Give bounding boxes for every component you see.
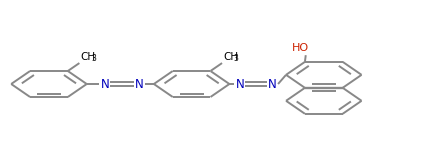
Text: N: N [235,77,244,91]
Text: HO: HO [292,43,309,53]
Text: N: N [268,77,277,91]
Text: CH: CH [223,52,238,62]
Text: CH: CH [80,52,95,62]
Text: 3: 3 [234,54,239,63]
Text: N: N [100,77,109,91]
Text: N: N [135,77,144,91]
Text: 3: 3 [91,54,96,63]
